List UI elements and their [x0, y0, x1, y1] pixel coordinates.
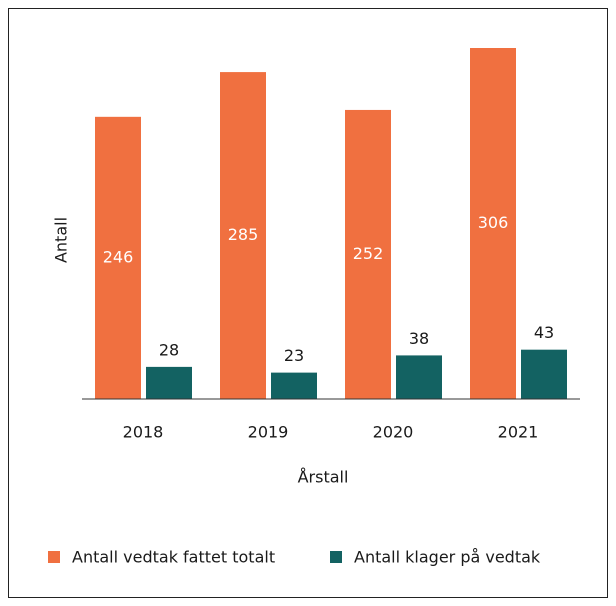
- data-label: 285: [228, 225, 259, 244]
- bar: [95, 116, 141, 399]
- bar: [521, 349, 567, 399]
- data-label: 43: [534, 323, 554, 342]
- bar: [345, 109, 391, 400]
- x-tick-label: 2020: [373, 423, 414, 442]
- x-axis-label: Årstall: [298, 468, 349, 487]
- x-tick-label: 2019: [248, 423, 289, 442]
- data-label: 28: [159, 340, 179, 359]
- data-label: 246: [103, 247, 134, 266]
- legend-label: Antall klager på vedtak: [354, 548, 541, 567]
- legend-label: Antall vedtak fattet totalt: [72, 548, 275, 567]
- bar: [146, 366, 192, 399]
- bar: [396, 355, 442, 399]
- data-label: 23: [284, 346, 304, 365]
- y-axis-label: Antall: [52, 217, 71, 263]
- legend-swatch: [48, 551, 60, 563]
- bar: [220, 72, 266, 400]
- frame: [8, 8, 608, 598]
- x-tick-label: 2018: [123, 423, 164, 442]
- x-tick-label: 2021: [498, 423, 539, 442]
- bar: [470, 48, 516, 399]
- data-label: 306: [478, 213, 509, 232]
- bar: [271, 372, 317, 399]
- legend-swatch: [330, 551, 342, 563]
- data-label: 38: [409, 329, 429, 348]
- data-label: 252: [353, 244, 384, 263]
